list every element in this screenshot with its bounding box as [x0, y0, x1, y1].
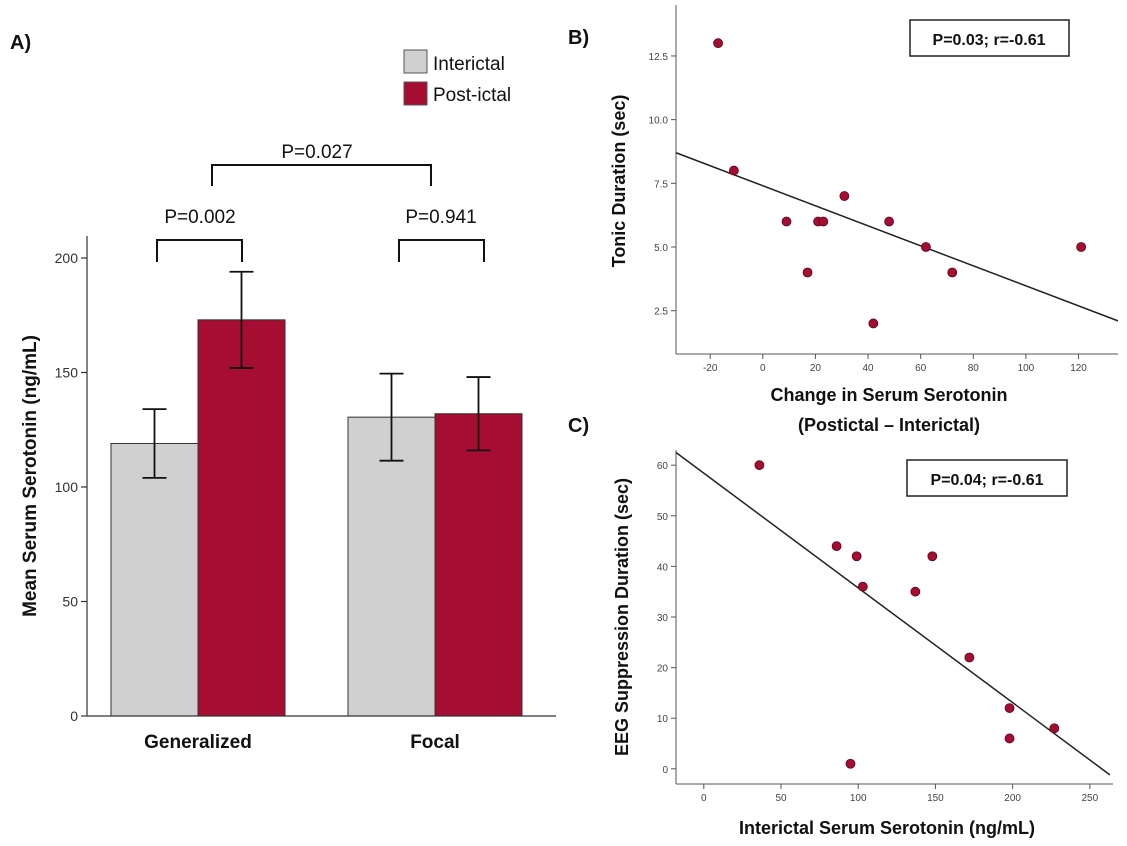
c-ticks: 0 50 100 150 200 250 0 10 20 30 40 50 60 — [657, 461, 1099, 804]
data-point — [1076, 242, 1087, 252]
c-regression-line — [675, 451, 1111, 776]
a-y-ticks: 0 50 100 150 200 — [55, 250, 87, 724]
panel-c-chart: 0 50 100 150 200 250 0 10 20 30 40 50 60 P=0.04; r=-… — [612, 450, 1113, 838]
y-tick-label: 10 — [657, 714, 669, 725]
bracket-generalized — [156, 239, 243, 262]
error-bar — [229, 270, 254, 369]
x-tick-label: -20 — [703, 363, 718, 374]
data-point — [851, 551, 862, 562]
x-tick-label: 50 — [775, 793, 787, 804]
a-category-generalized: Generalized — [144, 732, 252, 753]
data-point — [927, 551, 938, 562]
error-bar — [379, 372, 404, 462]
data-point — [845, 758, 856, 769]
x-tick-label: 0 — [760, 363, 766, 374]
data-point — [884, 216, 895, 227]
x-tick-label: 60 — [915, 363, 927, 374]
y-tick-label: 12.5 — [649, 52, 669, 63]
b-annotation-box — [909, 19, 1070, 57]
bracket-focal — [398, 239, 485, 262]
x-tick-label: 200 — [1004, 793, 1021, 804]
panel-a-chart: 0 50 100 150 200 Generalized Focal Mean Seru… — [20, 49, 556, 753]
bar-series-group — [110, 319, 523, 717]
legend-label-postictal: Post-ictal — [433, 85, 511, 106]
annotation-p-between: P=0.027 — [281, 142, 352, 163]
error-bar-group — [142, 270, 491, 479]
x-tick-label: 250 — [1081, 793, 1098, 804]
panel-a-label: A) — [10, 32, 31, 54]
b-annotation-text: P=0.03; r=-0.61 — [933, 32, 1046, 49]
data-point — [839, 191, 850, 201]
b-regression-line — [675, 152, 1119, 322]
bar-generalized-post-ictal — [197, 319, 286, 717]
data-point — [921, 242, 931, 252]
panel-b-label: B) — [568, 27, 589, 49]
data-point — [713, 38, 723, 49]
x-tick-label: 100 — [850, 793, 867, 804]
data-point — [910, 586, 921, 597]
data-point — [947, 267, 958, 278]
y-tick-label: 50 — [657, 512, 669, 523]
y-tick-label: 7.5 — [654, 179, 668, 190]
data-point — [1049, 723, 1060, 734]
panel-c-label: C) — [568, 415, 589, 437]
bar-focal-post-ictal — [434, 413, 523, 717]
c-points — [754, 460, 1060, 769]
bar-generalized-interictal — [110, 442, 199, 717]
a-y-tick-label: 200 — [55, 250, 79, 266]
y-tick-label: 10.0 — [649, 116, 669, 127]
x-tick-label: 80 — [968, 363, 980, 374]
error-bar — [466, 376, 491, 452]
c-y-axis-label: EEG Suppression Duration (sec) — [612, 478, 632, 756]
y-tick-label: 20 — [657, 664, 669, 675]
data-point — [857, 581, 868, 592]
data-point — [868, 318, 879, 329]
b-x-axis-label-line2: (Postictal – Interictal) — [798, 415, 980, 435]
data-point — [802, 267, 813, 278]
annotation-p-focal: P=0.941 — [405, 207, 476, 228]
x-tick-label: 20 — [810, 363, 822, 374]
data-point — [754, 460, 765, 471]
x-tick-label: 100 — [1018, 363, 1035, 374]
a-y-tick-label: 150 — [55, 365, 79, 381]
legend-swatch-interictal — [403, 49, 428, 74]
legend-swatch-postictal — [403, 81, 428, 106]
b-ticks: -20 0 20 40 60 80 100 120 2.5 5.0 7.5 10.0 12.5 — [649, 52, 1088, 374]
legend-label-interictal: Interictal — [433, 54, 505, 75]
x-tick-label: 40 — [862, 363, 874, 374]
a-y-axis-label: Mean Serum Serotonin (ng/mL) — [20, 335, 41, 617]
data-point — [818, 216, 829, 227]
data-point — [831, 541, 842, 552]
data-point — [964, 652, 975, 663]
y-tick-label: 40 — [657, 562, 669, 573]
b-x-axis-label: Change in Serum Serotonin — [770, 385, 1007, 405]
y-tick-label: 60 — [657, 461, 669, 472]
y-tick-label: 5.0 — [654, 243, 668, 254]
bar-focal-interictal — [347, 416, 436, 717]
c-annotation-box — [906, 459, 1068, 497]
b-points — [713, 38, 1087, 329]
x-tick-label: 150 — [927, 793, 944, 804]
c-x-axis-label: Interictal Serum Serotonin (ng/mL) — [739, 818, 1035, 838]
data-point — [781, 216, 792, 227]
a-y-tick-label: 0 — [70, 708, 78, 724]
data-point — [728, 165, 739, 176]
y-tick-label: 30 — [657, 613, 669, 624]
x-tick-label: 0 — [701, 793, 707, 804]
c-annotation-text: P=0.04; r=-0.61 — [931, 472, 1044, 489]
error-bar — [142, 408, 167, 479]
a-category-focal: Focal — [410, 732, 460, 753]
y-tick-label: 0 — [662, 765, 668, 776]
b-y-axis-label: Tonic Duration (sec) — [609, 95, 629, 268]
panel-b-chart: -20 0 20 40 60 80 100 120 2.5 5.0 7.5 10.0 12.5 P=0.… — [609, 5, 1119, 435]
annotation-p-generalized: P=0.002 — [164, 207, 235, 228]
data-point — [1004, 733, 1015, 744]
data-point — [1004, 703, 1015, 713]
a-y-tick-label: 100 — [55, 479, 79, 495]
bracket-between-groups — [211, 164, 432, 186]
x-tick-label: 120 — [1070, 363, 1087, 374]
y-tick-label: 2.5 — [654, 307, 668, 318]
a-y-tick-label: 50 — [62, 594, 78, 610]
